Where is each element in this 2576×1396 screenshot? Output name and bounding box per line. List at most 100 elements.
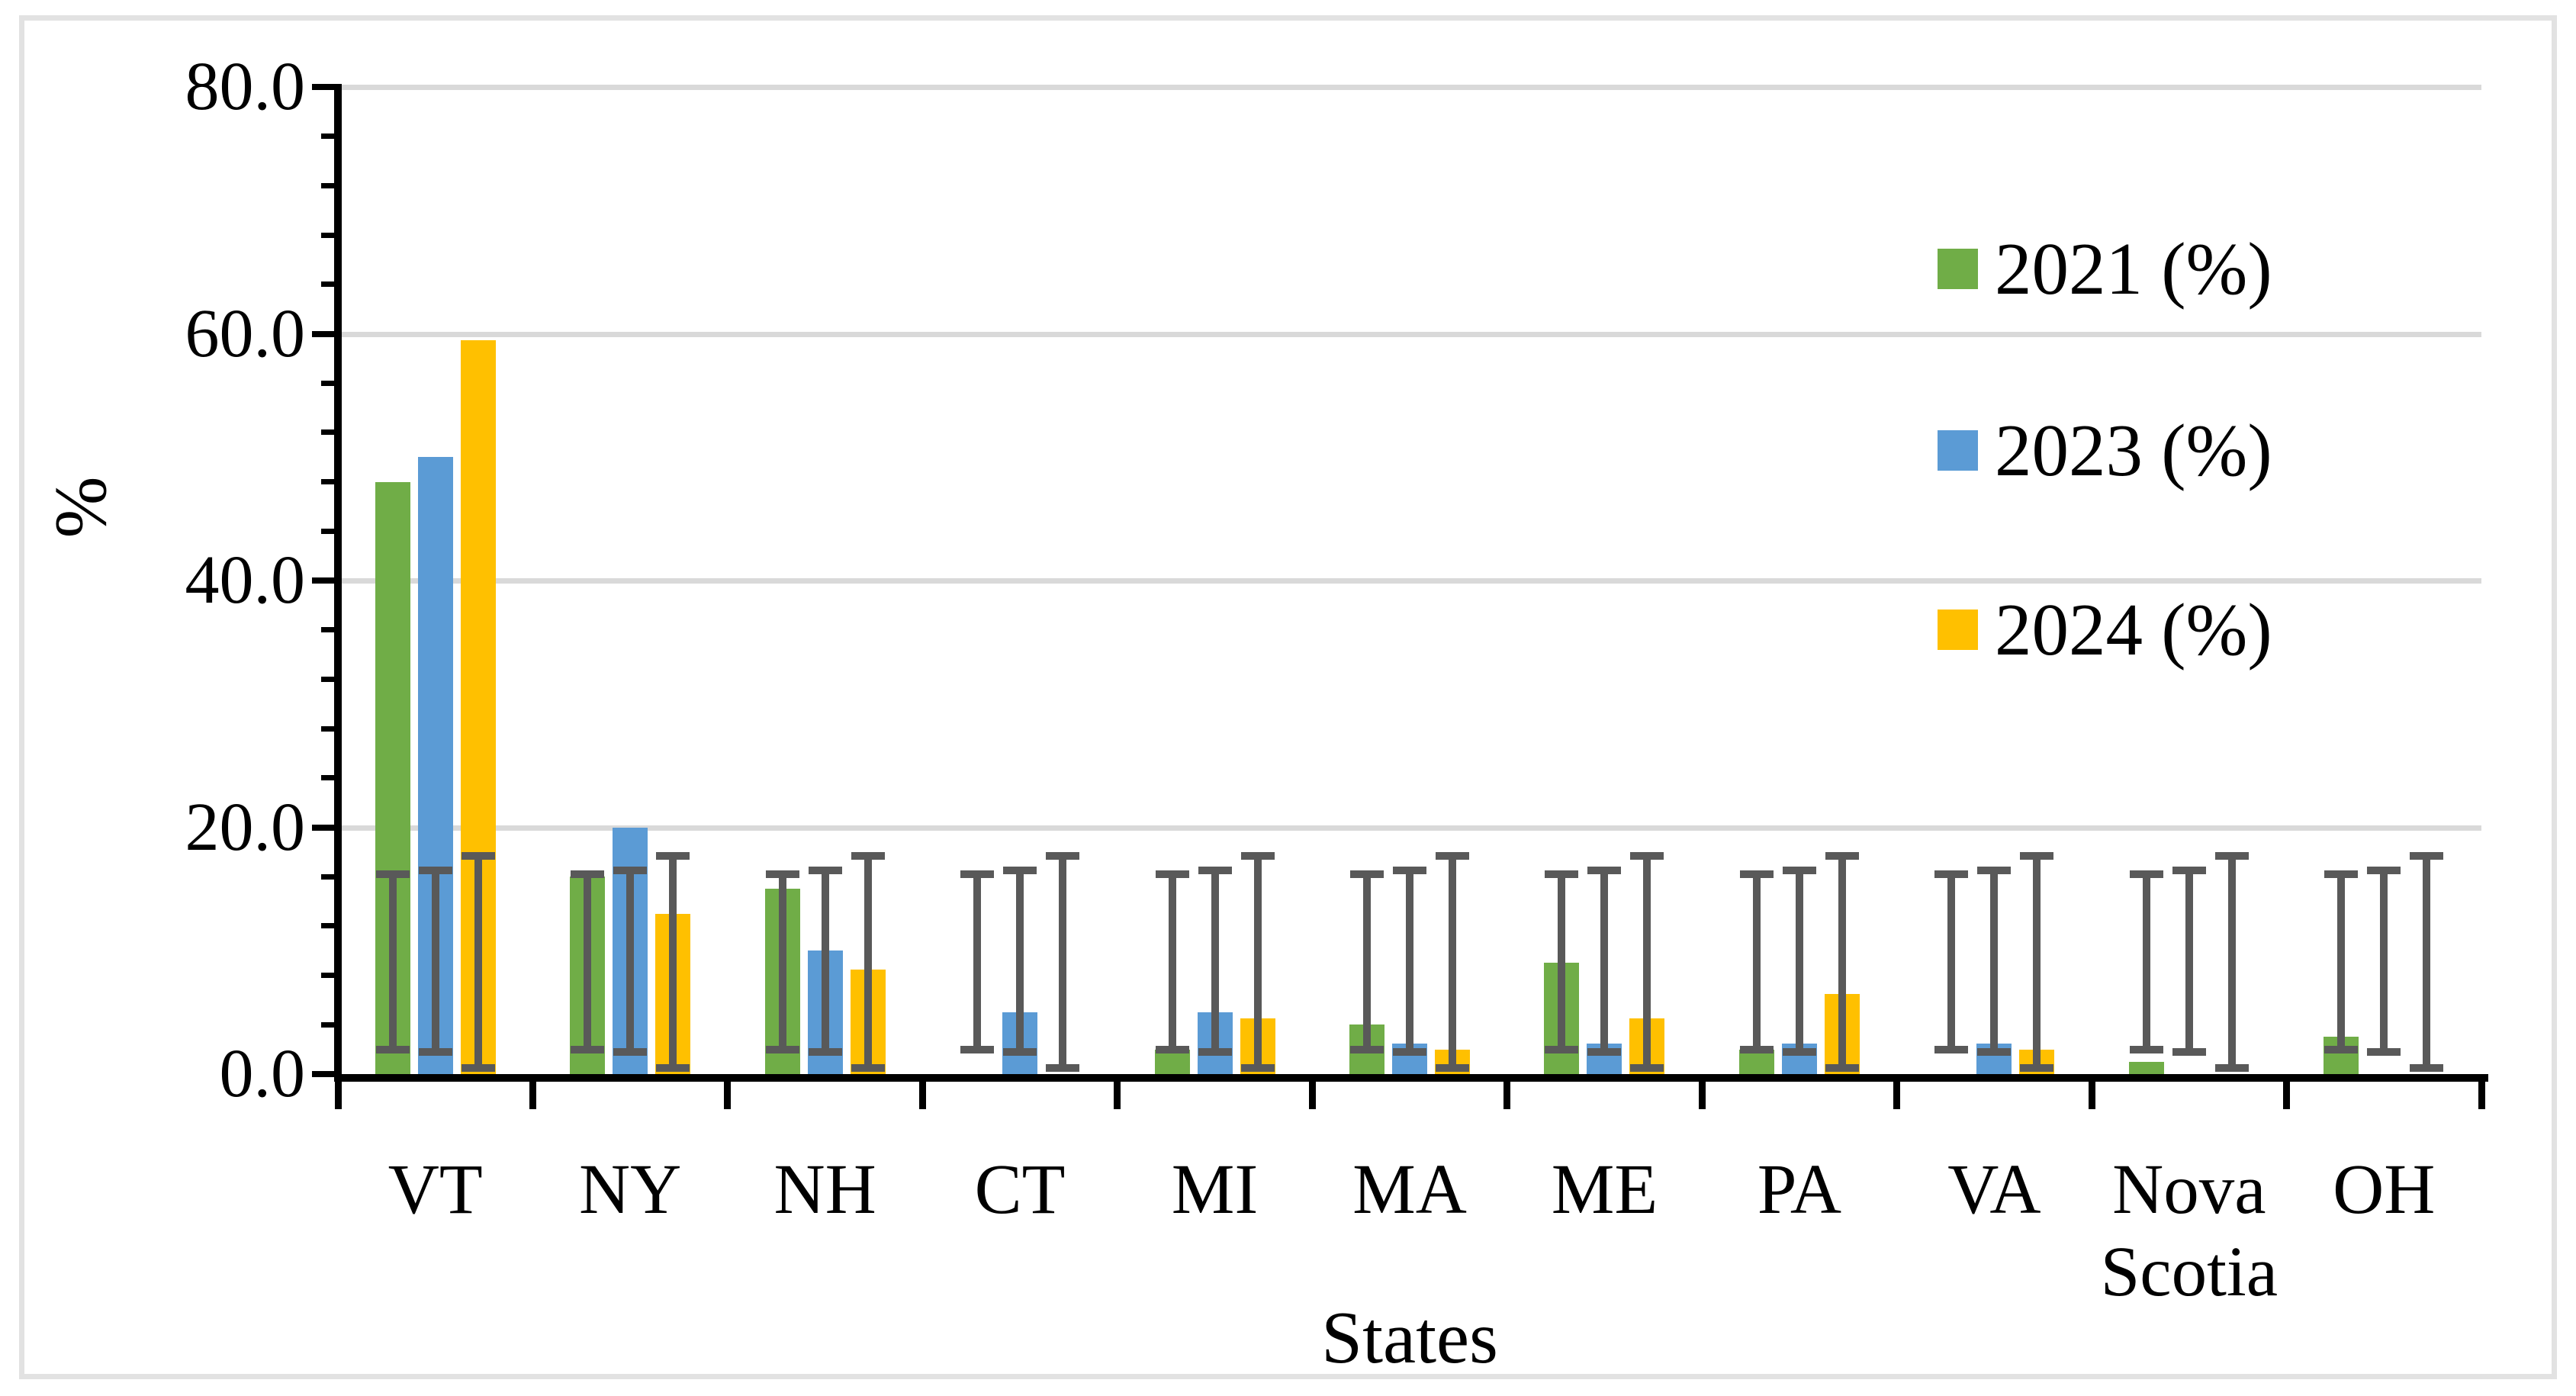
y-minor-tick (321, 281, 338, 288)
x-boundary-tick (918, 1082, 926, 1109)
x-boundary-tick (1503, 1082, 1511, 1109)
error-bar-cap-bottom (1003, 1047, 1037, 1056)
error-bar-cap-top (960, 870, 995, 878)
y-minor-tick (321, 133, 338, 140)
y-minor-tick (321, 627, 338, 633)
error-bar-cap-bottom (1739, 1045, 1774, 1053)
error-bar-cap-bottom (2214, 1063, 2249, 1072)
error-bar-stem (2185, 870, 2193, 1052)
y-minor-tick (321, 676, 338, 682)
error-bar-cap-bottom (1977, 1047, 2012, 1056)
legend-item-2024: 2024 (%) (1938, 587, 2272, 671)
error-bar-cap-bottom (960, 1045, 995, 1053)
error-bar-cap-bottom (1782, 1047, 1816, 1056)
error-bar-cap-top (1825, 851, 1859, 860)
error-bar-cap-bottom (1240, 1063, 1275, 1072)
error-bar-stem (474, 855, 482, 1068)
x-category-label-Nova-Scotia: Nova Scotia (2100, 1150, 2279, 1311)
error-bar-stem (2380, 870, 2388, 1052)
error-bar-stem (1795, 870, 1803, 1052)
x-category-label-MA: MA (1352, 1150, 1467, 1229)
y-minor-tick (321, 775, 338, 781)
x-category-label-OH: OH (2333, 1150, 2436, 1229)
x-axis-line (334, 1074, 2488, 1082)
error-bar-stem (1947, 873, 1956, 1050)
error-bar-cap-top (418, 867, 452, 875)
error-bar-cap-bottom (1155, 1045, 1189, 1053)
error-bar-stem (2033, 855, 2041, 1068)
y-tick-label-60: 60.0 (185, 295, 306, 372)
x-boundary-tick (724, 1082, 732, 1109)
error-bar-cap-top (461, 851, 495, 860)
x-category-label-VA: VA (1947, 1150, 2041, 1229)
error-bar-stem (2423, 855, 2431, 1068)
x-category-label-MI: MI (1171, 1150, 1259, 1229)
chart-border (19, 15, 2557, 1379)
error-bar-stem (1253, 855, 1262, 1068)
error-bar-cap-bottom (808, 1047, 842, 1056)
error-bar-cap-bottom (1393, 1047, 1426, 1056)
y-minor-tick (321, 1021, 338, 1028)
error-bar-cap-bottom (2129, 1045, 2163, 1053)
error-bar-stem (669, 855, 677, 1068)
legend-swatch-2021 (1938, 248, 1978, 289)
x-category-label-CT: CT (974, 1150, 1066, 1229)
error-bar-cap-top (1587, 867, 1622, 875)
legend-label-2021: 2021 (%) (1995, 227, 2272, 310)
error-bar-cap-top (1545, 870, 1579, 878)
x-boundary-tick (2088, 1082, 2095, 1109)
x-boundary-tick (1698, 1082, 1706, 1109)
y-major-tick-80 (312, 84, 338, 90)
y-minor-tick (321, 923, 338, 929)
error-bar-cap-bottom (1630, 1063, 1664, 1072)
error-bar-stem (1449, 855, 1456, 1068)
x-category-label-NH: NH (773, 1150, 876, 1229)
y-major-tick-60 (312, 330, 338, 337)
legend-item-2023: 2023 (%) (1938, 408, 2272, 492)
y-minor-tick (321, 182, 338, 188)
error-bar-stem (973, 873, 982, 1050)
y-minor-tick (321, 380, 338, 386)
bar-2021-PA (1738, 1049, 1774, 1074)
error-bar-cap-bottom (461, 1063, 495, 1072)
error-bar-cap-bottom (571, 1045, 605, 1053)
x-boundary-tick (2283, 1082, 2291, 1109)
bar-2021-Nova-Scotia (2128, 1061, 2164, 1074)
x-boundary-tick (2478, 1082, 2485, 1109)
error-bar-stem (1406, 870, 1413, 1052)
error-bar-cap-bottom (1934, 1045, 1969, 1053)
error-bar-cap-bottom (1198, 1047, 1232, 1056)
error-bar-stem (1059, 855, 1067, 1068)
error-bar-cap-top (1046, 851, 1080, 860)
gridline-60 (338, 331, 2481, 337)
error-bar-cap-top (2367, 867, 2401, 875)
error-bar-cap-bottom (2020, 1063, 2054, 1072)
error-bar-cap-top (375, 870, 410, 878)
error-bar-stem (2142, 873, 2150, 1050)
x-boundary-tick (529, 1082, 536, 1109)
x-boundary-tick (334, 1082, 342, 1109)
error-bar-cap-top (1155, 870, 1189, 878)
legend-label-2023: 2023 (%) (1995, 409, 2272, 491)
y-tick-label-0: 0.0 (219, 1036, 306, 1111)
error-bar-stem (431, 870, 439, 1052)
legend-swatch-2024 (1938, 609, 1978, 650)
error-bar-stem (388, 873, 397, 1050)
error-bar-stem (626, 870, 635, 1052)
y-major-tick-40 (312, 577, 338, 584)
x-boundary-tick (1114, 1082, 1121, 1109)
error-bar-cap-top (1436, 851, 1469, 860)
error-bar-cap-top (2129, 870, 2163, 878)
error-bar-cap-top (1630, 851, 1664, 860)
x-category-label-NY: NY (579, 1150, 682, 1229)
y-minor-tick (321, 973, 338, 979)
x-axis-title: States (1321, 1297, 1498, 1378)
x-category-label-ME: ME (1551, 1150, 1658, 1229)
y-axis-title: % (39, 476, 121, 539)
y-major-tick-20 (312, 824, 338, 831)
error-bar-stem (778, 873, 786, 1050)
error-bar-stem (584, 873, 592, 1050)
y-minor-tick (321, 232, 338, 238)
error-bar-cap-top (2324, 870, 2359, 878)
error-bar-cap-top (2214, 851, 2249, 860)
